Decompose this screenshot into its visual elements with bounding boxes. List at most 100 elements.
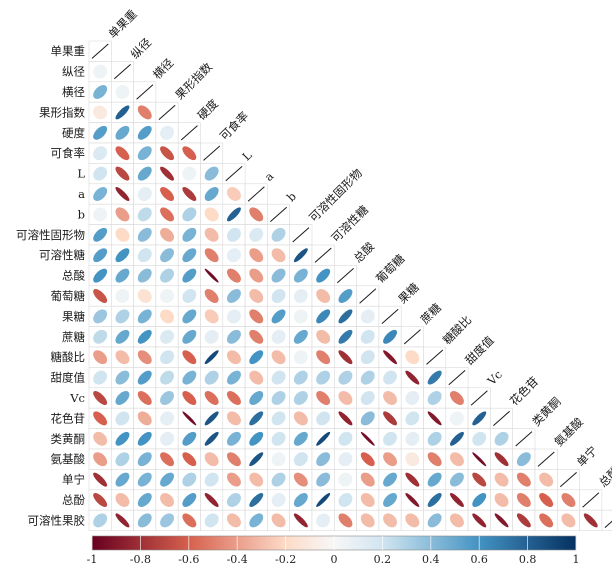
correlation-ellipse <box>360 350 375 365</box>
correlation-ellipse <box>338 329 353 344</box>
diagonal-mark <box>314 247 332 263</box>
correlation-ellipse <box>539 493 554 507</box>
correlation-ellipse <box>249 452 264 467</box>
cell-5-3 <box>155 142 179 164</box>
correlation-ellipse <box>137 329 152 344</box>
correlation-ellipse <box>137 309 152 324</box>
cell-23-17 <box>467 509 491 531</box>
correlation-ellipse <box>204 431 219 446</box>
cell-23-10 <box>311 509 335 531</box>
correlation-ellipse <box>449 472 464 487</box>
cell-7-7 <box>244 183 268 205</box>
row-label: 葡萄糖 <box>51 289 86 303</box>
correlation-ellipse <box>93 391 108 405</box>
cell-20-20 <box>534 448 558 470</box>
correlation-ellipse <box>182 166 197 181</box>
row-label: 可溶性糖 <box>39 248 85 262</box>
correlation-ellipse <box>226 187 241 201</box>
cell-6-0 <box>88 163 112 185</box>
cell-11-5 <box>200 265 224 287</box>
correlation-ellipse <box>204 166 219 181</box>
correlation-ellipse <box>160 513 175 528</box>
correlation-ellipse <box>494 472 509 487</box>
row-label: 可食率 <box>51 146 86 160</box>
correlation-ellipse <box>360 452 375 467</box>
correlation-ellipse <box>137 248 152 263</box>
cell-22-18 <box>490 489 513 511</box>
correlation-ellipse <box>249 472 264 487</box>
row-label: 横径 <box>62 85 85 99</box>
cell-11-9 <box>289 265 313 287</box>
cell-4-2 <box>133 122 157 144</box>
cell-19-11 <box>333 428 357 450</box>
cell-17-13 <box>378 387 402 409</box>
cell-11-11 <box>333 265 357 287</box>
cell-15-11 <box>333 346 357 368</box>
cell-9-8 <box>267 224 290 246</box>
correlation-ellipse <box>137 146 152 161</box>
correlation-ellipse <box>137 472 152 487</box>
colorbar-tick-label: -0.6 <box>178 553 199 566</box>
cell-19-16 <box>445 428 469 450</box>
cell-17-10 <box>311 387 335 409</box>
cell-21-0 <box>88 469 112 491</box>
cell-12-8 <box>267 285 290 307</box>
correlation-ellipse <box>583 513 598 528</box>
column-label: 蔗糖 <box>418 300 445 327</box>
cell-10-4 <box>177 244 201 266</box>
cell-14-10 <box>311 326 335 348</box>
column-label: 果形指数 <box>172 60 215 103</box>
cell-20-9 <box>289 448 313 470</box>
correlation-ellipse <box>539 513 554 528</box>
correlation-ellipse <box>182 207 197 222</box>
correlation-ellipse <box>226 493 241 507</box>
correlation-ellipse <box>472 411 487 426</box>
cell-17-8 <box>267 387 290 409</box>
diagonal-mark <box>270 206 288 222</box>
correlation-ellipse <box>316 411 331 426</box>
cell-9-9 <box>289 224 313 246</box>
correlation-ellipse <box>338 472 353 487</box>
cell-19-2 <box>133 428 157 450</box>
correlation-ellipse <box>271 329 286 344</box>
cell-21-21 <box>556 469 580 491</box>
correlation-ellipse <box>115 309 130 324</box>
cell-18-15 <box>423 407 447 429</box>
cell-23-4 <box>177 509 201 531</box>
cell-23-13 <box>378 509 402 531</box>
cell-23-1 <box>111 509 134 531</box>
cell-12-9 <box>289 285 313 307</box>
cell-21-1 <box>111 469 134 491</box>
correlation-ellipse <box>360 493 375 507</box>
correlation-ellipse <box>405 431 420 446</box>
cell-10-7 <box>244 244 268 266</box>
cell-13-8 <box>267 305 290 327</box>
column-label: 类黄酮 <box>529 394 563 428</box>
correlation-ellipse <box>516 513 531 528</box>
correlation-ellipse <box>160 125 175 140</box>
cell-19-10 <box>311 428 335 450</box>
cell-8-4 <box>177 203 201 225</box>
cell-2-2 <box>133 81 157 103</box>
row-label: 花色苷 <box>51 411 86 425</box>
correlation-ellipse <box>516 452 531 467</box>
correlation-ellipse <box>182 472 197 487</box>
cell-12-11 <box>333 285 357 307</box>
cell-23-21 <box>556 509 580 531</box>
correlation-ellipse <box>494 452 509 467</box>
correlation-ellipse <box>137 187 152 201</box>
correlation-ellipse <box>360 431 375 446</box>
cell-19-12 <box>356 428 380 450</box>
correlation-ellipse <box>226 370 241 385</box>
cell-8-7 <box>244 203 268 225</box>
cell-22-8 <box>267 489 290 511</box>
correlation-ellipse <box>316 268 331 283</box>
column-label: 氨基酸 <box>552 414 587 449</box>
cell-17-14 <box>400 387 424 409</box>
diagonal-mark <box>292 227 310 243</box>
cell-21-13 <box>378 469 402 491</box>
correlation-ellipse <box>160 411 175 426</box>
cell-13-0 <box>88 305 112 327</box>
cell-11-4 <box>177 265 201 287</box>
correlation-ellipse <box>271 350 286 365</box>
